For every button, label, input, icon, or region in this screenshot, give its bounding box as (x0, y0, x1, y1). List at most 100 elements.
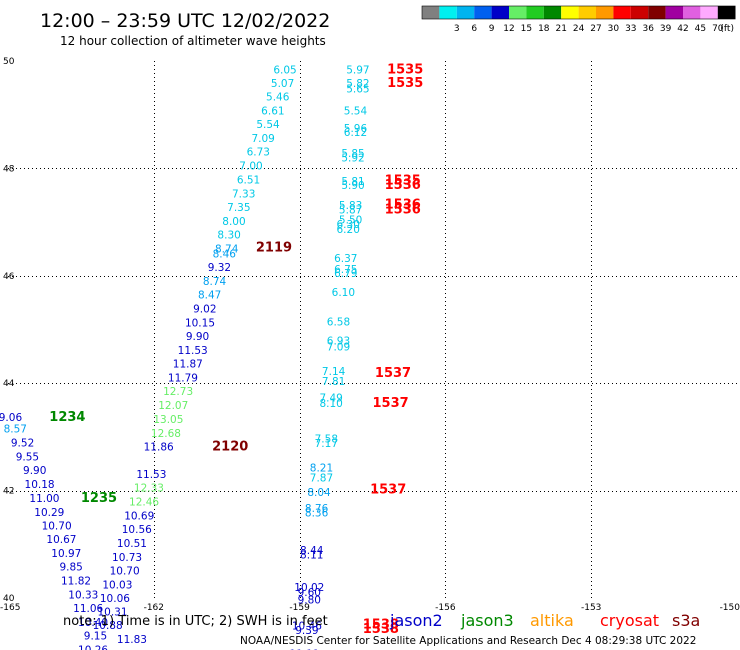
wave-height-value: 10.33 (68, 590, 98, 602)
scale-swatch (526, 6, 544, 19)
wave-height-value: 6.79 (334, 268, 357, 280)
satellite-name: cryosat (600, 611, 659, 630)
wave-height-value: 11.86 (144, 441, 174, 453)
scale-swatch (509, 6, 527, 19)
wave-height-value: 5.07 (271, 78, 294, 90)
pass-time-label: 1234 (49, 410, 85, 425)
scale-swatch (474, 6, 492, 19)
pass-time-label: 1538 (363, 622, 399, 637)
lon-tick-label: -165 (0, 603, 20, 613)
scale-label: 6 (471, 24, 477, 34)
wave-height-value: 8.44 (300, 545, 324, 557)
scale-swatch (665, 6, 683, 19)
wave-height-value: 9.55 (16, 452, 39, 464)
wave-height-value: 11.06 (73, 603, 103, 615)
wave-height-value: 10.03 (102, 579, 132, 591)
wave-height-value: 5.96 (344, 123, 368, 135)
lon-tick-label: -153 (581, 603, 601, 613)
wave-height-value: 12.07 (158, 400, 188, 412)
wave-height-value: 7.17 (315, 438, 338, 450)
wave-height-value: 7.81 (322, 376, 345, 388)
satellite-name: jason3 (460, 611, 514, 630)
scale-units: (ft) (720, 24, 734, 34)
lon-tick-label: -162 (144, 603, 164, 613)
wave-height-value: 8.47 (198, 289, 221, 301)
wave-height-value: 8.10 (319, 398, 342, 410)
scale-label: 15 (521, 24, 532, 34)
wave-height-value: 5.85 (341, 148, 364, 160)
wave-height-value: 10.70 (42, 520, 72, 532)
scale-swatch (648, 6, 666, 19)
wave-height-value: 7.14 (322, 366, 346, 378)
wave-height-value: 6.30 (337, 219, 360, 231)
scale-label: 3 (454, 24, 460, 34)
wave-height-value: 11.82 (61, 576, 91, 588)
scale-swatch (683, 6, 701, 19)
wave-height-value: 6.10 (332, 287, 355, 299)
scale-label: 27 (590, 24, 601, 34)
wave-height-value: 8.21 (310, 462, 333, 474)
scale-label: 33 (625, 24, 636, 34)
map-subtitle: 12 hour collection of altimeter wave hei… (60, 34, 326, 48)
wave-height-value: 10.67 (46, 534, 76, 546)
wave-height-value: 11.83 (117, 634, 147, 646)
pass-time-label: 1537 (373, 396, 409, 411)
pass-time-label: 1235 (81, 491, 117, 506)
pass-time-label: 1536 (385, 198, 421, 213)
wave-height-value: 10.69 (124, 511, 154, 523)
wave-height-value: 9.60 (298, 587, 321, 599)
scale-swatch (630, 6, 649, 19)
wave-height-value: 5.54 (256, 119, 280, 131)
wave-height-value: 5.92 (341, 152, 364, 164)
lon-tick-label: -150 (720, 603, 740, 613)
pass-time-label: 1535 (387, 62, 423, 77)
wave-height-value: 9.32 (208, 262, 231, 274)
scale-label: 24 (573, 24, 585, 34)
wave-height-value: 7.87 (310, 472, 333, 484)
wave-height-value: 7.09 (251, 133, 274, 145)
wave-height-value: 11.53 (178, 345, 208, 357)
wave-height-value: 6.20 (337, 224, 360, 236)
satellite-name: s3a (672, 611, 700, 630)
wave-height-value: 9.90 (186, 331, 209, 343)
wave-height-value: 9.06 (0, 412, 22, 424)
wave-height-value: 6.51 (237, 174, 260, 186)
wave-height-value: 6.61 (261, 106, 284, 118)
wave-height-value: 5.87 (339, 205, 362, 217)
wave-height-value: 5.97 (346, 64, 369, 76)
axis-ticks: -165 -162 -159 -156 -153 -150 40 42 44 46 48 50 (0, 57, 740, 613)
wave-height-value: 9.52 (11, 438, 34, 450)
wave-height-value: 5.54 (344, 106, 368, 118)
map-title: 12:00 – 23:59 UTC 12/02/2022 (40, 10, 330, 32)
pass-time-label: 1538 (363, 618, 399, 633)
wave-height-value: 10.26 (78, 644, 108, 650)
wave-height-value: 10.18 (25, 479, 55, 491)
wave-height-value: 11.79 (168, 373, 198, 385)
wave-height-value: 10.15 (185, 317, 215, 329)
scale-label: 30 (608, 24, 620, 34)
lon-tick-label: -156 (435, 603, 456, 613)
wave-height-value: 7.49 (319, 392, 342, 404)
wave-height-value: 9.02 (193, 303, 216, 315)
wave-height-value: 9.85 (59, 562, 82, 574)
wave-height-value: 5.90 (341, 180, 364, 192)
scale-swatch (439, 6, 457, 19)
lat-lon-grid (8, 61, 737, 598)
wave-height-value: 8.74 (203, 276, 227, 288)
scale-swatch (456, 6, 475, 19)
pass-time-label: 1535 (387, 76, 423, 91)
wave-height-value: 10.70 (110, 565, 140, 577)
wave-height-value: 9.80 (298, 594, 321, 606)
wave-height-value: 5.83 (339, 200, 362, 212)
pass-time-label: 2120 (212, 439, 248, 454)
wave-height-value: 5.82 (346, 78, 369, 90)
pass-time-labels: 1535153515351536153615362119153715371537… (49, 62, 423, 637)
wave-height-value: 10.88 (93, 620, 123, 632)
wave-height-value: 6.75 (334, 264, 357, 276)
wave-height-value: 8.76 (305, 503, 329, 515)
scale-label: 42 (677, 24, 688, 34)
lat-tick-label: 48 (3, 164, 15, 174)
footer-credit: NOAA/NESDIS Center for Satellite Applica… (240, 635, 696, 647)
wave-height-value: 13.05 (153, 414, 183, 426)
lat-tick-label: 50 (3, 57, 15, 67)
